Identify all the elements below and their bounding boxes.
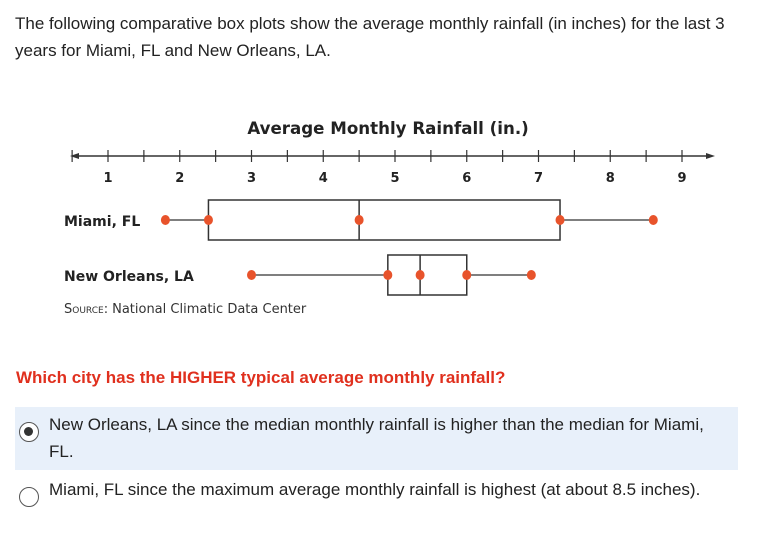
tick-label: 6 xyxy=(462,171,471,186)
min-point xyxy=(160,215,170,225)
max-point xyxy=(648,215,658,225)
answer-option-miami[interactable]: Miami, FL since the maximum average mont… xyxy=(15,472,738,532)
axis-right-arrow xyxy=(706,153,715,159)
series-label: New Orleans, LA xyxy=(64,269,194,285)
iqr-box xyxy=(387,254,468,296)
median-point xyxy=(415,270,425,280)
q3-point xyxy=(555,215,565,225)
q1-point xyxy=(383,270,393,280)
series-label: Miami, FL xyxy=(64,214,140,230)
intro-text: The following comparative box plots show… xyxy=(15,14,725,60)
tick-label: 2 xyxy=(175,171,184,186)
source-text: National Climatic Data Center xyxy=(112,302,307,317)
option-label: Miami, FL since the maximum average mont… xyxy=(49,480,701,499)
box-plot-chart: Average Monthly Rainfall (in.) 1 2 3 4 5 6 7 8 9… xyxy=(64,118,715,317)
iqr-box xyxy=(207,199,561,241)
tick-label: 9 xyxy=(677,171,686,186)
chart-source: Source: National Climatic Data Center xyxy=(64,302,307,317)
max-point xyxy=(526,270,536,280)
question-text: Which city has the HIGHER typical averag… xyxy=(16,368,506,387)
tick-label: 4 xyxy=(319,171,328,186)
box-plot-miami: Miami, FL xyxy=(64,199,658,241)
radio-unselected-icon[interactable] xyxy=(19,487,39,507)
q1-point xyxy=(203,215,213,225)
tick-label: 1 xyxy=(103,171,112,186)
median-point xyxy=(354,215,364,225)
answer-option-new-orleans[interactable]: New Orleans, LA since the median monthly… xyxy=(15,407,738,470)
tick-label: 3 xyxy=(247,171,256,186)
number-line-axis: 1 2 3 4 5 6 7 8 9 xyxy=(70,150,715,186)
radio-selected-icon[interactable] xyxy=(19,422,39,442)
tick-label: 8 xyxy=(606,171,615,186)
source-prefix: Source: xyxy=(64,302,108,317)
option-label: New Orleans, LA since the median monthly… xyxy=(49,415,704,461)
tick-label: 7 xyxy=(534,171,543,186)
q3-point xyxy=(462,270,472,280)
min-point xyxy=(247,270,256,280)
chart-title: Average Monthly Rainfall (in.) xyxy=(247,118,528,138)
tick-label: 5 xyxy=(390,171,399,186)
axis-left-arrow xyxy=(70,153,79,159)
box-plot-new-orleans: New Orleans, LA xyxy=(64,254,536,296)
